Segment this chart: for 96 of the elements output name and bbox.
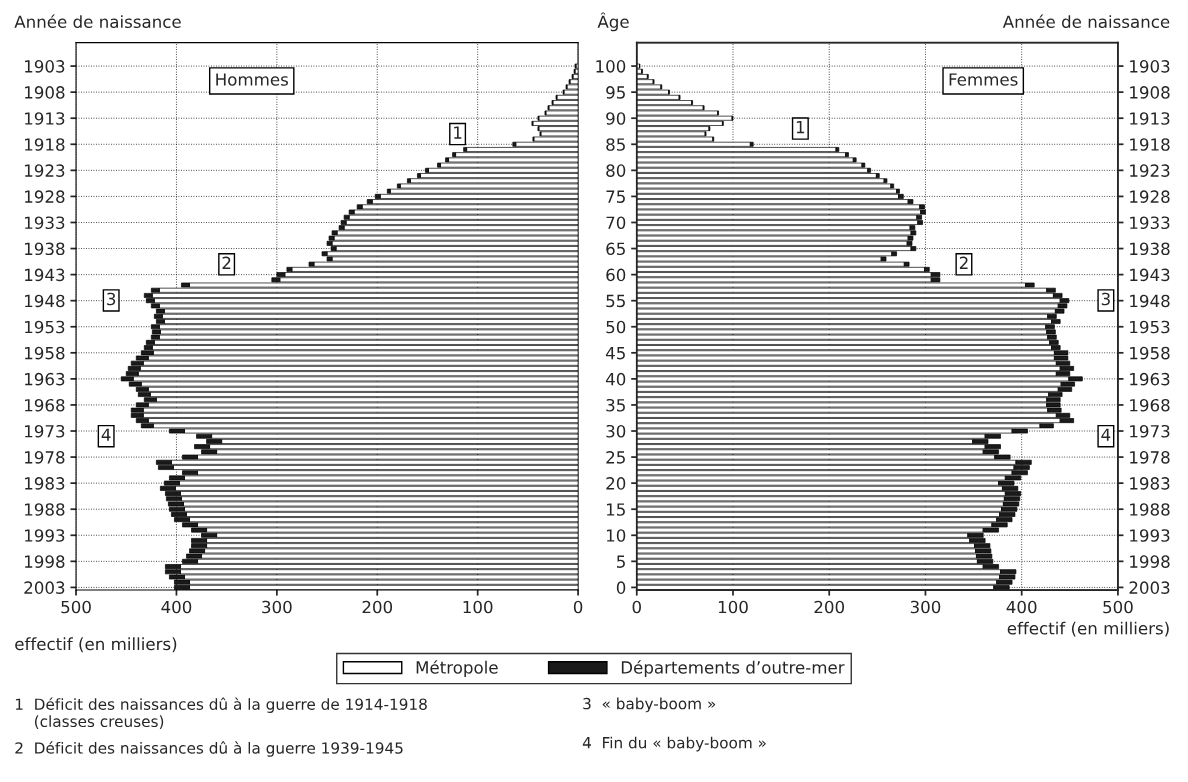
annotation: 2 xyxy=(222,256,231,269)
y-tick-label: 1978 xyxy=(25,451,65,464)
y-tick-label: 1918 xyxy=(25,138,65,151)
y-tick-label: 1948 xyxy=(25,294,65,308)
y2-tick-label: 1923 xyxy=(1130,164,1170,177)
y-tick-label: 1943 xyxy=(25,268,65,282)
y-tick-label: 1998 xyxy=(25,555,65,568)
y-tick-label: 1908 xyxy=(25,86,65,99)
x-tick-label: 0 xyxy=(632,600,641,614)
y-tick-label: 100 xyxy=(596,60,626,73)
text: 1 Déficit des naissances dû à la guerre de 1914-1918 (classes creuses) xyxy=(15,697,427,729)
y-tick-label: 0 xyxy=(616,581,626,594)
x-tick-label: 0 xyxy=(573,600,583,614)
x-axis-title: effectif (en milliers) xyxy=(15,637,177,653)
y2-tick-label: 1983 xyxy=(1130,477,1170,490)
y2-tick-label: 1973 xyxy=(1130,424,1170,438)
y-tick-label: 1993 xyxy=(25,529,65,542)
y-tick-label: 40 xyxy=(605,372,626,386)
text: 2 Déficit des naissances dû à la guerre 1939-1945 xyxy=(15,741,403,757)
text: 3 « baby-boom » xyxy=(583,697,716,713)
y2-tick-label: 1978 xyxy=(1130,451,1170,464)
x-tick-label: 100 xyxy=(463,600,493,614)
y2-tick-label: 1993 xyxy=(1130,529,1170,542)
y2-tick-label: 1968 xyxy=(1130,398,1170,412)
y2-tick-label: 1938 xyxy=(1130,242,1170,256)
y-tick-label: 95 xyxy=(606,86,625,99)
y-tick-label: 1953 xyxy=(25,320,65,334)
y-tick-label: 75 xyxy=(606,190,625,203)
y-axis-title: Âge xyxy=(597,12,629,32)
y-tick-label: 30 xyxy=(606,424,626,438)
y-tick-label: 1923 xyxy=(25,164,65,177)
y-tick-label: 5 xyxy=(617,555,625,568)
x-tick-label: 500 xyxy=(1103,600,1133,614)
legend-label: Métropole xyxy=(416,660,498,677)
annotation: 1 xyxy=(796,121,805,134)
y-tick-label: 15 xyxy=(606,503,625,516)
x-tick-label: 400 xyxy=(161,600,192,614)
y-tick-label: 1988 xyxy=(25,503,65,516)
y2-tick-label: 1943 xyxy=(1130,268,1170,282)
y-tick-label: 45 xyxy=(605,346,625,360)
x-tick-label: 300 xyxy=(910,600,941,614)
annotation: 2 xyxy=(959,256,968,269)
annotation: 4 xyxy=(1101,428,1111,441)
y2-tick-label: 1918 xyxy=(1130,138,1170,151)
y2-tick-label: 1998 xyxy=(1130,555,1170,568)
chart-title: Hommes xyxy=(216,73,288,86)
y-tick-label: 80 xyxy=(606,164,626,177)
y-tick-label: 10 xyxy=(606,529,626,542)
y-tick-label: 20 xyxy=(606,477,626,490)
y-tick-label: 70 xyxy=(606,216,626,230)
chart-title: Femmes xyxy=(949,73,1018,86)
legend-label: Départements d’outre-mer xyxy=(621,660,845,677)
y-tick-label: 1928 xyxy=(25,190,65,203)
y2-tick-label: 2003 xyxy=(1129,581,1170,594)
y2-tick-label: 1958 xyxy=(1130,346,1170,360)
y2-tick-label: 1963 xyxy=(1130,372,1170,386)
y-tick-label: 1958 xyxy=(25,346,65,360)
y-tick-label: 65 xyxy=(606,242,625,256)
annotation: 4 xyxy=(101,428,111,441)
y2-tick-label: 1913 xyxy=(1130,112,1170,125)
y-tick-label: 1903 xyxy=(25,60,65,73)
y-tick-label: 55 xyxy=(606,294,625,308)
y2-tick-label: 1903 xyxy=(1130,60,1170,73)
x-axis-title: effectif (en milliers) xyxy=(1007,621,1169,637)
y2-tick-label: 1933 xyxy=(1130,216,1170,230)
y2-tick-label: 1988 xyxy=(1130,503,1170,516)
y2-tick-label: 1908 xyxy=(1130,86,1170,99)
x-tick-label: 200 xyxy=(814,600,845,614)
y2-tick-label: 1953 xyxy=(1130,320,1170,334)
y-tick-label: 85 xyxy=(606,138,625,151)
annotation: 1 xyxy=(454,126,462,139)
y2-axis-title: Année de naissance xyxy=(1002,14,1170,29)
y-tick-label: 2003 xyxy=(24,581,65,594)
x-tick-label: 200 xyxy=(362,600,393,614)
annotation: 3 xyxy=(107,292,116,306)
y-tick-label: 1983 xyxy=(25,477,65,490)
y-tick-label: 1938 xyxy=(25,242,65,256)
x-tick-label: 400 xyxy=(1006,600,1037,614)
y-tick-label: 60 xyxy=(606,268,626,282)
annotation: 3 xyxy=(1101,292,1110,306)
y-tick-label: 25 xyxy=(606,451,625,464)
y-axis-title: Année de naissance xyxy=(14,14,181,29)
y-tick-label: 50 xyxy=(606,320,626,334)
y-tick-label: 1973 xyxy=(25,424,65,438)
y-tick-label: 1913 xyxy=(25,112,65,125)
y-tick-label: 35 xyxy=(606,398,625,412)
y-tick-label: 1963 xyxy=(25,372,65,386)
y-tick-label: 1968 xyxy=(25,398,65,412)
x-tick-label: 500 xyxy=(61,600,91,614)
y2-tick-label: 1948 xyxy=(1130,294,1170,308)
x-tick-label: 100 xyxy=(718,600,748,614)
x-tick-label: 300 xyxy=(262,600,292,614)
y-tick-label: 90 xyxy=(606,112,626,125)
y-tick-label: 1933 xyxy=(25,216,65,230)
y2-tick-label: 1928 xyxy=(1130,190,1170,203)
text: 4 Fin du « baby-boom » xyxy=(582,736,766,752)
